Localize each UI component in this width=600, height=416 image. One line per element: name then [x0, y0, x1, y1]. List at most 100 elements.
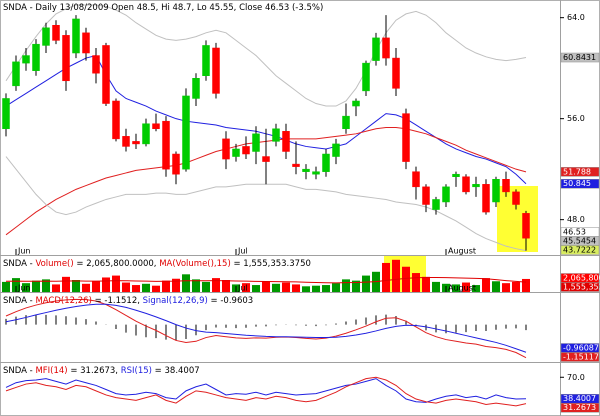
title-part: SNDA - Daily 13/08/2009 Open 48.5, Hi 48…: [3, 3, 323, 13]
candle-body: [412, 171, 420, 188]
candle-body: [382, 37, 390, 59]
value-box-label: 2,065,800: [563, 274, 600, 283]
volume-bar: [342, 279, 350, 292]
y-tick-label: 70.0: [567, 373, 585, 382]
candle-body: [162, 120, 170, 170]
title-part: Volume(): [35, 259, 73, 269]
candle-body: [272, 128, 280, 142]
volume-bar: [152, 285, 160, 292]
volume-bar: [362, 275, 370, 292]
volume-bar: [422, 276, 430, 292]
title-part: SNDA -: [3, 296, 35, 306]
volume-bar: [92, 281, 100, 292]
value-box-label: 51.788: [563, 167, 591, 176]
candle-body: [292, 163, 300, 167]
volume-bar: [222, 280, 230, 292]
volume-bar: [312, 285, 320, 292]
volume-bar: [492, 281, 500, 292]
indicator-line: [5, 303, 527, 353]
volume-bar: [112, 275, 120, 292]
volume-bar: [432, 281, 440, 292]
volume-bar: [192, 279, 200, 292]
volume-bar: [282, 282, 290, 292]
candle-body: [442, 186, 450, 203]
candle-body: [212, 47, 220, 94]
title-part: = -0.9603: [208, 296, 253, 306]
candle-body: [122, 136, 130, 147]
title-part: SNDA -: [3, 259, 35, 269]
title-part: = 31.2673,: [68, 366, 121, 376]
candle-body: [342, 115, 350, 130]
value-box-label: -1.15117: [563, 353, 599, 362]
candle-body: [82, 32, 90, 54]
value-box-label: 45.5454: [563, 237, 596, 246]
indicator-line: [5, 4, 527, 107]
volume-bar: [382, 262, 390, 292]
candle-body: [92, 55, 100, 74]
volume-bar: [392, 259, 400, 292]
candle-body: [22, 55, 30, 64]
volume-bar: [472, 285, 480, 292]
y-tick-label: 56.0: [567, 114, 585, 123]
volume-bar: [72, 280, 80, 292]
title-part: Signal(12,26,9): [143, 296, 208, 306]
value-box-label: 43.7222: [563, 246, 596, 255]
volume-bar: [22, 283, 30, 292]
candle-body: [472, 184, 480, 188]
candle-body: [202, 45, 210, 76]
volume-bar: [32, 280, 40, 292]
indicator-line: [5, 156, 527, 252]
volume-bar: [292, 284, 300, 292]
candle-body: [152, 123, 160, 130]
volume-bar: [402, 266, 410, 292]
candle-body: [182, 95, 190, 170]
volume-bar: [332, 283, 340, 292]
value-box-label: 31.2673: [563, 403, 596, 412]
volume-bar: [52, 284, 60, 292]
candle-body: [242, 146, 250, 155]
candle-body: [512, 191, 520, 205]
candle-body: [32, 43, 40, 71]
candle-body: [462, 176, 470, 193]
volume-bar: [42, 279, 50, 292]
candle-body: [422, 186, 430, 205]
candle-body: [502, 179, 510, 193]
volume-bar: [412, 273, 420, 292]
volume-bar: [172, 278, 180, 292]
indicator-line: [5, 276, 527, 284]
volume-bar: [82, 283, 90, 292]
volume-bar: [502, 283, 510, 292]
value-box-label: -0.96087: [563, 344, 599, 353]
value-box-label: 46.53: [563, 228, 586, 237]
candle-body: [432, 199, 440, 210]
volume-bar: [142, 283, 150, 292]
panel-title: SNDA - Daily 13/08/2009 Open 48.5, Hi 48…: [3, 3, 323, 13]
value-box-label: 38.4007: [563, 394, 596, 403]
volume-bar: [242, 283, 250, 292]
y-tick-label: 48.0: [567, 215, 585, 224]
candle-body: [252, 133, 260, 152]
volume-bar: [102, 277, 110, 292]
candle-body: [312, 171, 320, 175]
volume-bar: [12, 278, 20, 292]
candle-body: [102, 45, 110, 104]
volume-bar: [202, 281, 210, 292]
panel-title: SNDA - MACD(12,26) = -1.1512, Signal(12,…: [3, 296, 253, 306]
panel-title: SNDA - MFI(14) = 31.2673, RSI(15) = 38.4…: [3, 366, 200, 376]
volume-bar: [132, 285, 140, 292]
y-tick-label: 64.0: [567, 13, 585, 22]
candle-body: [332, 143, 340, 157]
candle-body: [142, 123, 150, 145]
candle-body: [362, 62, 370, 92]
volume-bar: [252, 285, 260, 292]
candle-body: [2, 98, 10, 130]
candle-body: [492, 179, 500, 203]
volume-bar: [512, 281, 520, 292]
candle-body: [482, 184, 490, 213]
value-box-label: 1,555,353: [563, 283, 600, 292]
candle-body: [72, 18, 80, 54]
value-box-label: 60.8431: [563, 53, 596, 62]
value-box: [560, 178, 600, 189]
volume-bar: [262, 281, 270, 292]
value-box-label: 50.845: [563, 179, 591, 188]
